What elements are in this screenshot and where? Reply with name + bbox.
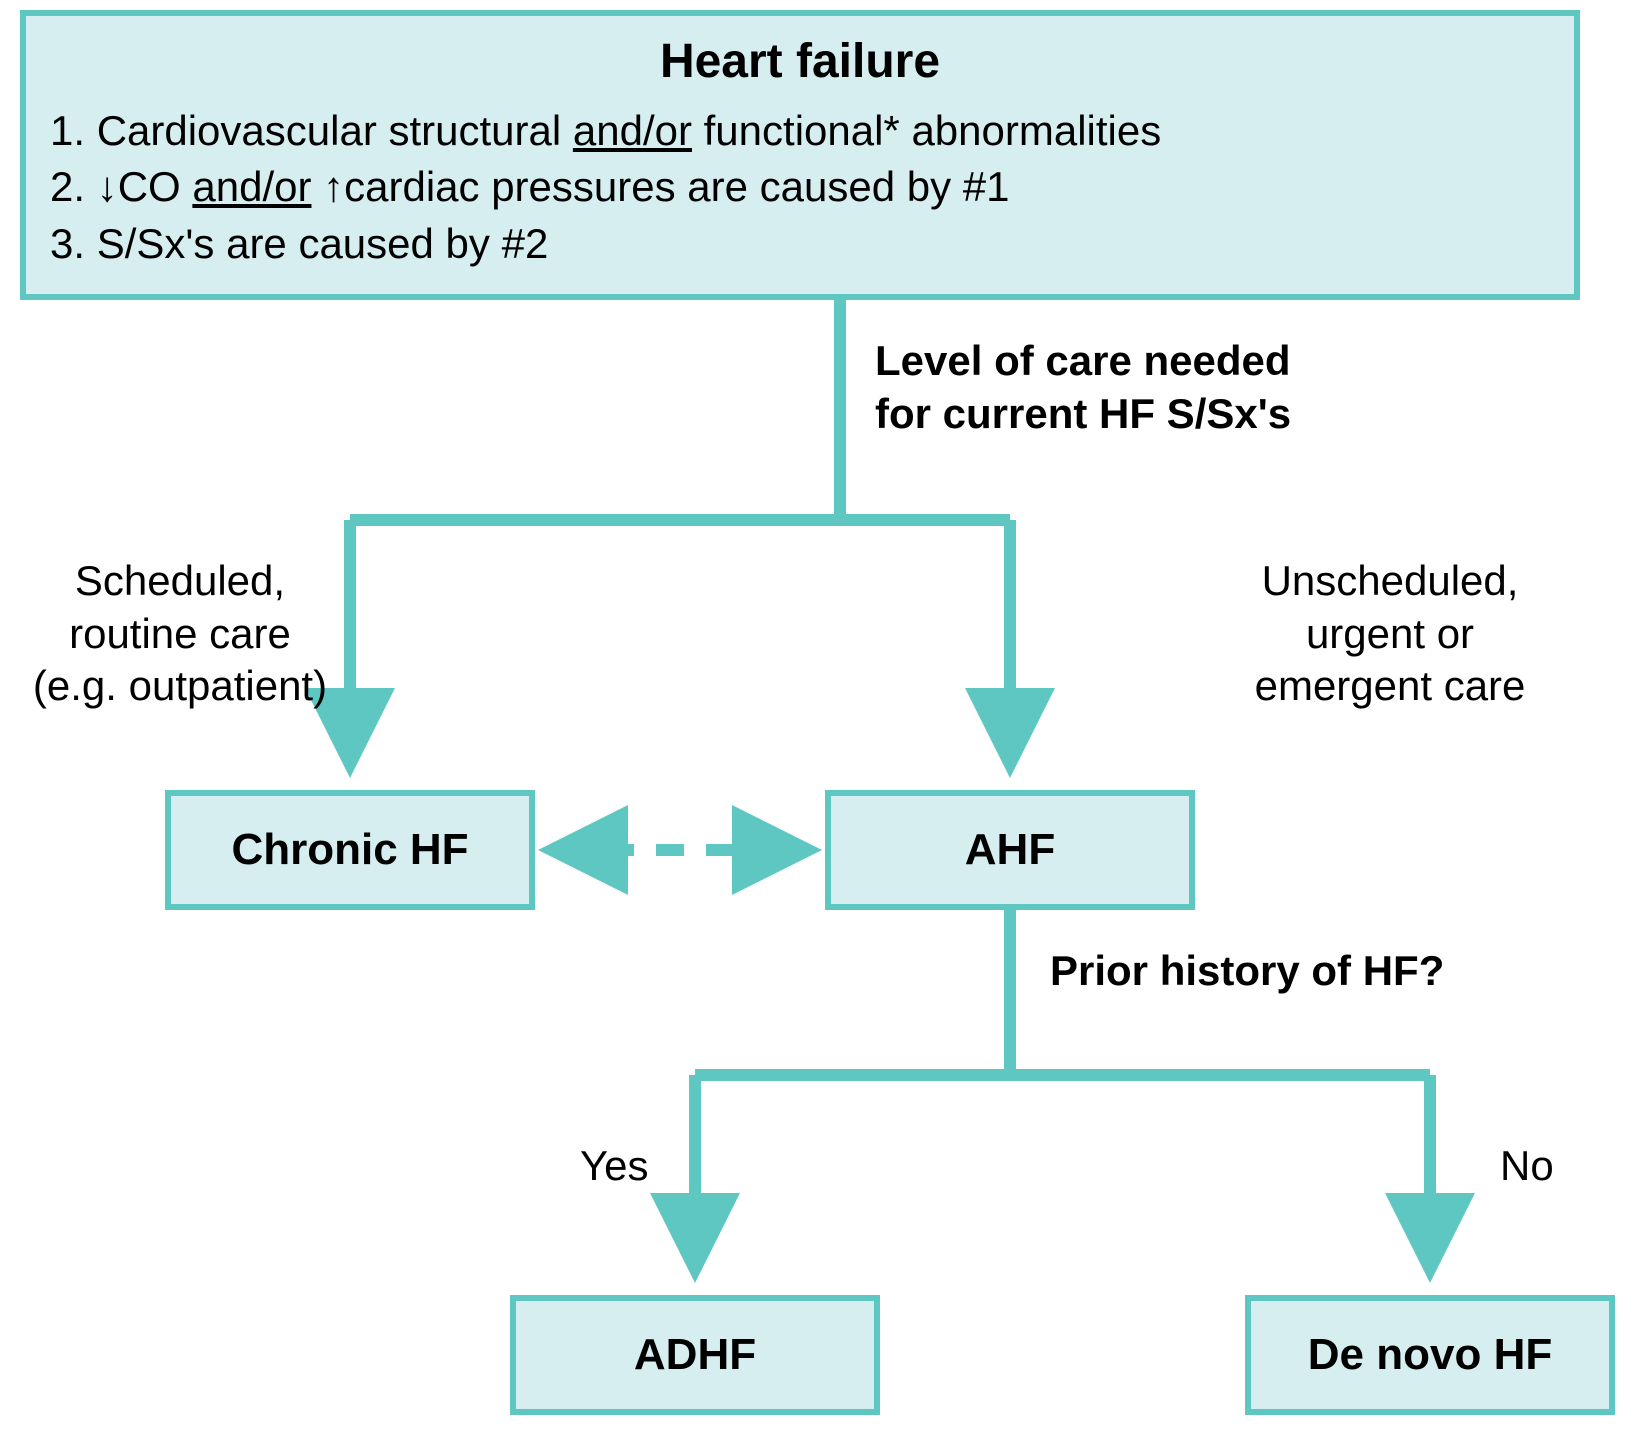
text: and/or bbox=[192, 163, 311, 210]
hf-line2: 2. ↓CO and/or ↑cardiac pressures are cau… bbox=[26, 159, 1574, 216]
edge-label-prior-history: Prior history of HF? bbox=[1050, 945, 1444, 998]
text: ↑cardiac pressures are caused by #1 bbox=[311, 163, 1009, 210]
node-ahf: AHF bbox=[825, 790, 1195, 910]
node-denovo-hf: De novo HF bbox=[1245, 1295, 1615, 1415]
hf-title: Heart failure bbox=[26, 30, 1574, 95]
node-label: Chronic HF bbox=[231, 825, 468, 875]
edge-label-level-of-care: Level of care needed for current HF S/Sx… bbox=[875, 335, 1291, 440]
hf-line1: 1. Cardiovascular structural and/or func… bbox=[26, 103, 1574, 160]
node-label: ADHF bbox=[634, 1330, 756, 1380]
flowchart-canvas: Heart failure 1. Cardiovascular structur… bbox=[0, 0, 1643, 1436]
edge-label-unscheduled: Unscheduled, urgent or emergent care bbox=[1210, 555, 1570, 713]
node-chronic-hf: Chronic HF bbox=[165, 790, 535, 910]
edge-label-no: No bbox=[1500, 1140, 1554, 1193]
text: 1. Cardiovascular structural bbox=[50, 107, 573, 154]
node-heart-failure: Heart failure 1. Cardiovascular structur… bbox=[20, 10, 1580, 300]
text: functional* abnormalities bbox=[692, 107, 1161, 154]
text: and/or bbox=[573, 107, 692, 154]
node-adhf: ADHF bbox=[510, 1295, 880, 1415]
edge-label-yes: Yes bbox=[580, 1140, 649, 1193]
node-label: De novo HF bbox=[1308, 1330, 1552, 1380]
edge-label-scheduled: Scheduled, routine care (e.g. outpatient… bbox=[25, 555, 335, 713]
hf-line3: 3. S/Sx's are caused by #2 bbox=[26, 216, 1574, 273]
text: 2. ↓CO bbox=[50, 163, 192, 210]
node-label: AHF bbox=[965, 825, 1055, 875]
